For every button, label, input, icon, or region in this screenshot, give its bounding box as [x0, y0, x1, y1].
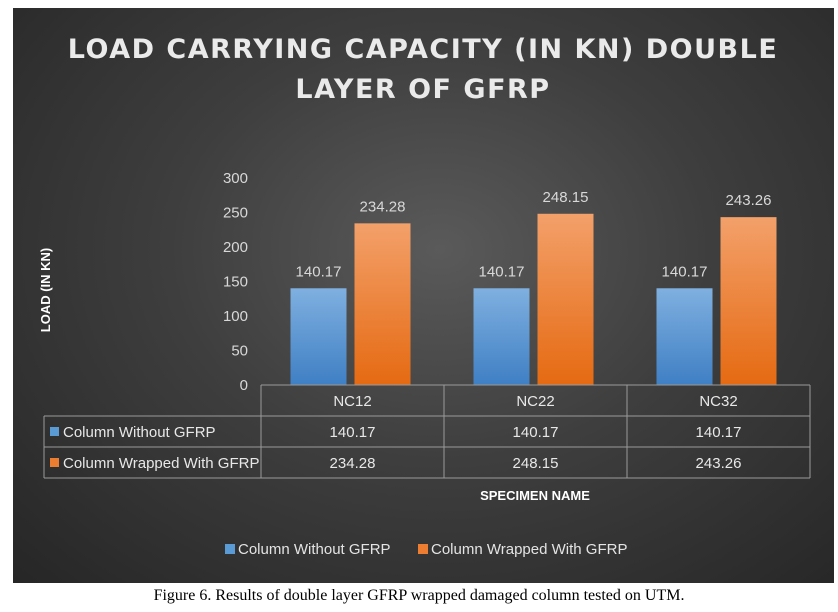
table-legend-key	[50, 427, 59, 436]
data-label: 234.28	[360, 198, 406, 215]
bar-nc12-series-2	[354, 223, 411, 385]
table-cell: 234.28	[330, 455, 376, 472]
chart-panel: LOAD CARRYING CAPACITY (IN KN) DOUBLE LAY…	[13, 8, 834, 583]
category-label: NC32	[699, 393, 737, 410]
chart: LOAD CARRYING CAPACITY (IN KN) DOUBLE LAY…	[38, 34, 811, 558]
bar-nc22-series-1	[473, 288, 530, 385]
table-cell: 140.17	[513, 424, 559, 441]
data-label: 243.26	[726, 192, 772, 209]
category-label: NC12	[333, 393, 371, 410]
data-labels: 140.17 140.17 140.17 234.28 248.15 243.26	[296, 189, 772, 281]
y-tick-label: 0	[240, 377, 248, 394]
y-axis-title: LOAD (IN KN)	[38, 248, 53, 333]
chart-title-line: LAYER OF GFRP	[295, 74, 550, 105]
data-label: 140.17	[662, 263, 708, 280]
legend-swatch	[418, 544, 428, 554]
table-cell: 140.17	[696, 424, 742, 441]
chart-title: LOAD CARRYING CAPACITY (IN KN) DOUBLE LAY…	[68, 34, 779, 105]
y-axis-ticks: 0 50 100 150 200 250 300	[223, 170, 248, 394]
chart-title-line: LOAD CARRYING CAPACITY (IN KN) DOUBLE	[68, 34, 779, 65]
table-cell: 140.17	[330, 424, 376, 441]
data-table: NC12 NC22 NC32 Column Without GFRP 140.17 140…	[43, 384, 811, 479]
figure-caption: Figure 6. Results of double layer GFRP w…	[153, 587, 685, 604]
bar-nc12-series-1	[290, 288, 347, 385]
legend-swatch	[225, 544, 235, 554]
y-tick-label: 100	[223, 308, 248, 325]
legend-entry: Column Wrapped With GFRP	[431, 541, 627, 558]
category-label: NC22	[516, 393, 554, 410]
table-cell: 248.15	[513, 455, 559, 472]
data-label: 140.17	[479, 263, 525, 280]
x-axis-title: SPECIMEN NAME	[480, 488, 590, 503]
data-label: 248.15	[543, 189, 589, 206]
y-tick-label: 300	[223, 170, 248, 187]
bar-nc32-series-1	[656, 288, 713, 385]
bars	[290, 213, 777, 385]
table-cell: 243.26	[696, 455, 742, 472]
legend: Column Without GFRP Column Wrapped With G…	[225, 541, 627, 558]
data-label: 140.17	[296, 263, 342, 280]
bar-nc32-series-2	[720, 217, 777, 385]
y-tick-label: 200	[223, 239, 248, 256]
table-legend-key	[50, 458, 59, 467]
bar-nc22-series-2	[537, 213, 594, 385]
y-tick-label: 250	[223, 205, 248, 222]
y-tick-label: 150	[223, 274, 248, 291]
table-series-name: Column Without GFRP	[63, 424, 216, 441]
table-series-name: Column Wrapped With GFRP	[63, 455, 259, 472]
y-tick-label: 50	[231, 343, 248, 360]
legend-entry: Column Without GFRP	[238, 541, 391, 558]
